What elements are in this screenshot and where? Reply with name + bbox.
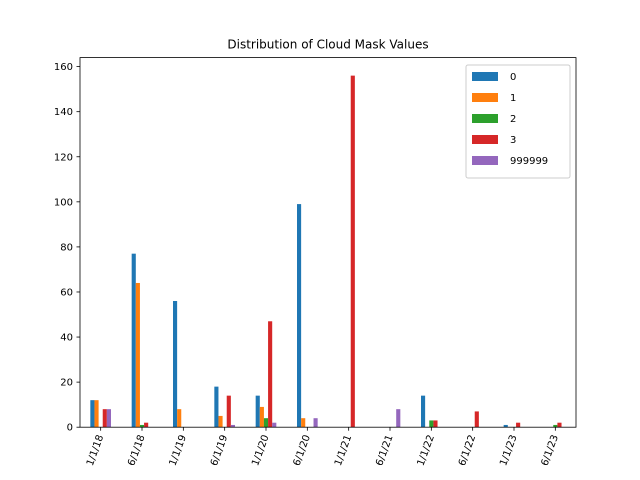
x-tick-label: 6/1/20 bbox=[292, 433, 313, 467]
bar-series-2-6/1/23 bbox=[553, 424, 558, 428]
y-tick-label: 140 bbox=[54, 107, 73, 118]
legend-swatch-0 bbox=[472, 72, 498, 81]
bar-series-1-6/1/19 bbox=[218, 415, 223, 428]
x-tick-label: 6/1/21 bbox=[374, 433, 395, 467]
x-tick-label: 6/1/23 bbox=[540, 433, 561, 467]
x-tick-label: 1/1/19 bbox=[168, 433, 189, 467]
bar-series-0-1/1/18 bbox=[90, 400, 95, 428]
y-tick-label: 40 bbox=[60, 333, 73, 344]
bar-series-3-1/1/18 bbox=[102, 409, 107, 428]
bar-series-3-1/1/21 bbox=[350, 75, 355, 428]
bar-series-999999-6/1/21 bbox=[396, 409, 401, 428]
x-tick-label: 6/1/22 bbox=[457, 433, 478, 467]
legend-label-1: 1 bbox=[510, 93, 516, 104]
bar-series-0-6/1/18 bbox=[131, 253, 136, 428]
bar-series-1-1/1/18 bbox=[94, 400, 99, 428]
x-tick-label: 1/1/18 bbox=[85, 433, 106, 467]
y-tick-label: 20 bbox=[60, 378, 73, 389]
y-tick-label: 160 bbox=[54, 62, 73, 73]
legend-swatch-2 bbox=[472, 114, 498, 123]
bar-series-3-6/1/23 bbox=[557, 422, 562, 428]
bar-series-999999-1/1/18 bbox=[106, 409, 111, 428]
bar-series-3-1/1/23 bbox=[516, 422, 521, 428]
y-tick-label: 0 bbox=[67, 423, 73, 434]
bar-series-3-6/1/18 bbox=[144, 422, 149, 428]
bar-series-0-1/1/19 bbox=[173, 301, 178, 428]
bar-series-1-1/1/20 bbox=[259, 406, 264, 428]
bar-series-0-6/1/20 bbox=[297, 204, 302, 428]
legend-swatch-999999 bbox=[472, 156, 498, 165]
bar-series-3-6/1/19 bbox=[226, 395, 231, 428]
bar-series-999999-1/1/20 bbox=[272, 422, 277, 428]
bar-series-3-1/1/22 bbox=[433, 420, 438, 428]
bar-series-3-6/1/22 bbox=[474, 411, 479, 428]
legend-label-2: 2 bbox=[510, 114, 516, 125]
chart-title: Distribution of Cloud Mask Values bbox=[227, 38, 428, 52]
x-tick-label: 1/1/21 bbox=[333, 433, 354, 467]
legend-label-999999: 999999 bbox=[510, 156, 548, 167]
bar-series-1-6/1/18 bbox=[135, 282, 140, 428]
plot-frame bbox=[79, 57, 577, 428]
legend-label-0: 0 bbox=[510, 72, 516, 83]
legend-swatch-1 bbox=[472, 93, 498, 102]
x-tick-label: 1/1/22 bbox=[416, 433, 437, 467]
y-tick-label: 120 bbox=[54, 152, 73, 163]
x-tick-label: 1/1/20 bbox=[250, 433, 271, 467]
legend-swatch-3 bbox=[472, 135, 498, 144]
bar-series-2-1/1/22 bbox=[429, 420, 434, 428]
bar-series-2-6/1/18 bbox=[139, 424, 145, 428]
bar-series-2-1/1/20 bbox=[263, 418, 269, 428]
bar-series-0-1/1/23 bbox=[503, 424, 508, 428]
legend-label-3: 3 bbox=[510, 135, 516, 146]
x-tick-label: 6/1/19 bbox=[209, 433, 230, 467]
bar-series-3-1/1/20 bbox=[268, 321, 273, 428]
y-tick-label: 60 bbox=[60, 287, 73, 298]
bar-series-0-1/1/22 bbox=[421, 395, 426, 428]
bar-series-1-1/1/19 bbox=[177, 409, 182, 428]
bar-series-0-6/1/19 bbox=[214, 386, 219, 428]
bar-series-1-6/1/20 bbox=[301, 418, 306, 428]
bar-series-999999-6/1/20 bbox=[313, 418, 318, 428]
bar-series-0-1/1/20 bbox=[255, 395, 260, 428]
bars-group bbox=[90, 75, 562, 428]
legend: 0 1 2 3 999999 bbox=[465, 64, 571, 179]
y-tick-label: 100 bbox=[54, 197, 73, 208]
y-tick-label: 80 bbox=[60, 242, 73, 253]
bar-series-999999-6/1/19 bbox=[230, 424, 235, 428]
x-tick-label: 6/1/18 bbox=[126, 433, 147, 467]
x-tick-label: 1/1/23 bbox=[498, 433, 519, 467]
